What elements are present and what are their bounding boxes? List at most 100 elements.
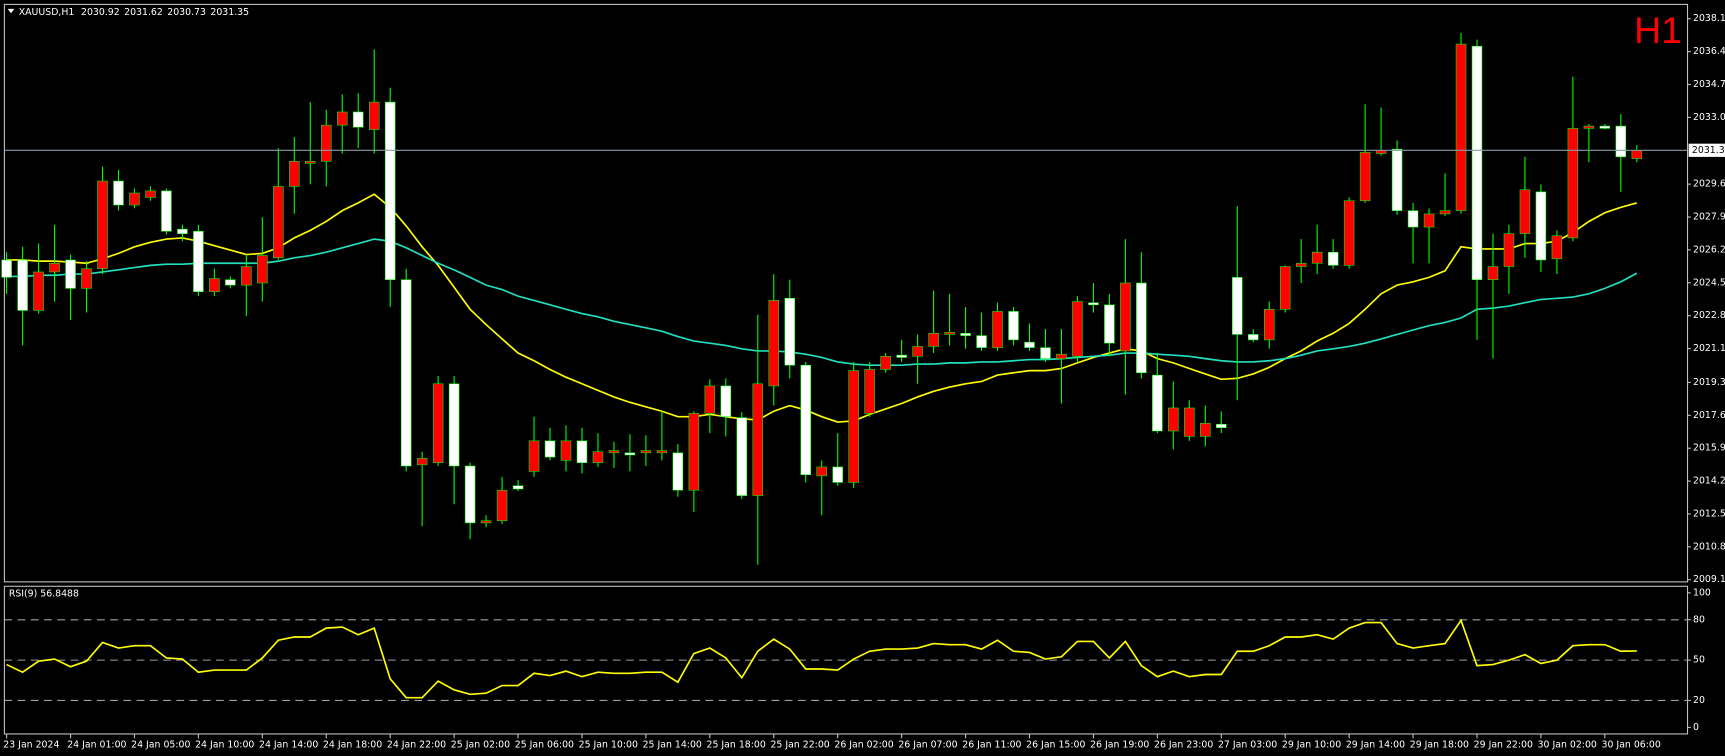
candle-body (1152, 374, 1163, 432)
candle-body (544, 440, 556, 458)
candle-body (464, 465, 476, 524)
candle-body (1040, 347, 1051, 359)
y-tick-label: 0 (1693, 722, 1699, 733)
y-tick-label: 2038.15 (1693, 13, 1725, 24)
candle-body (1248, 334, 1259, 341)
moving-average (6, 238, 1638, 367)
menu-arrow[interactable] (7, 8, 15, 14)
candle-body (1184, 407, 1195, 437)
x-tick-label: 26 Jan 11:00 (962, 739, 1021, 750)
candle-body (65, 259, 76, 289)
candle-body (864, 369, 875, 414)
y-tick-label: 2015.95 (1693, 443, 1725, 454)
open-value: 2030.92 (81, 7, 120, 18)
candle-body (944, 332, 955, 335)
x-tick-label: 30 Jan 02:00 (1538, 739, 1597, 750)
candle-body (1359, 152, 1371, 202)
x-tick-label: 25 Jan 06:00 (515, 739, 574, 750)
candle-body (704, 385, 716, 414)
candle-body (1551, 235, 1563, 260)
candle-body (321, 124, 332, 162)
y-tick-label: 80 (1693, 614, 1705, 625)
candle-body (1631, 149, 1643, 159)
candle-body (784, 297, 795, 366)
y-tick-label: 2021.10 (1693, 343, 1725, 354)
candle-body (305, 161, 316, 164)
candle-body (1136, 282, 1147, 374)
x-tick-label: 26 Jan 15:00 (1026, 739, 1085, 750)
candle-body (448, 383, 460, 467)
candle-body (880, 356, 891, 370)
y-tick-label: 2034.75 (1693, 79, 1725, 90)
candle-body (81, 268, 92, 289)
candle-body (1519, 189, 1531, 234)
y-tick-label: 2024.50 (1693, 277, 1725, 288)
candle-body (640, 450, 652, 454)
candle-body (289, 161, 300, 187)
candle-body (1423, 213, 1435, 228)
candle-body (928, 333, 939, 347)
candle-body (1168, 407, 1179, 432)
y-tick-label: 50 (1693, 655, 1705, 666)
x-tick-label: 25 Jan 02:00 (451, 739, 510, 750)
rsi-title: RSI(9) 56.8488 (9, 589, 79, 600)
candle-body (976, 335, 987, 348)
candle-body (1391, 148, 1403, 211)
candle-body (720, 385, 732, 417)
candle-body (145, 190, 156, 198)
x-tick-label: 25 Jan 10:00 (579, 739, 638, 750)
candle-body (816, 466, 827, 477)
candle-body (768, 300, 780, 387)
y-tick-label: 2010.85 (1693, 541, 1725, 552)
x-tick-label: 24 Jan 14:00 (259, 739, 318, 750)
candle-body (352, 111, 364, 128)
candle-body (1599, 125, 1611, 129)
candle-body (129, 192, 140, 206)
candle-body (1327, 251, 1339, 266)
candle-body (97, 180, 108, 269)
candle-body (193, 231, 204, 292)
current-price-box (1688, 143, 1725, 157)
candle-body (225, 279, 236, 286)
candle-body (384, 101, 396, 280)
y-tick-label: 2036.45 (1693, 46, 1725, 57)
x-tick-label: 24 Jan 01:00 (67, 739, 126, 750)
candle-body (1263, 309, 1275, 341)
candle-body (576, 440, 588, 463)
candle-body (528, 440, 540, 472)
candle-body (1583, 125, 1595, 129)
candle-body (752, 383, 764, 496)
x-tick-label: 30 Jan 06:00 (1602, 739, 1661, 750)
y-tick-label: 2026.20 (1693, 244, 1725, 255)
candle-body (1056, 353, 1067, 359)
candle-body (416, 457, 428, 466)
candle-body (480, 520, 492, 524)
x-tick-label: 27 Jan 03:00 (1218, 739, 1277, 750)
candle-body (368, 101, 380, 130)
candle-body (17, 259, 28, 311)
x-tick-label: 25 Jan 14:00 (643, 739, 702, 750)
high-value: 2031.62 (124, 7, 163, 18)
candle-body (592, 451, 604, 463)
y-tick-label: 20 (1693, 695, 1705, 706)
y-tick-label: 2009.15 (1693, 574, 1725, 585)
candle-body (608, 450, 620, 454)
x-tick-label: 26 Jan 19:00 (1090, 739, 1149, 750)
low-value: 2030.73 (167, 7, 206, 18)
rsi-line (6, 618, 1637, 699)
timeframe-label: H1 (1634, 9, 1682, 51)
x-tick-label: 26 Jan 23:00 (1154, 739, 1213, 750)
candle-body (512, 485, 524, 490)
candle-body (1439, 210, 1451, 215)
candle-body (992, 311, 1003, 348)
candle-body (1343, 200, 1355, 266)
candle-body (624, 452, 636, 456)
candle-body (1407, 210, 1419, 228)
x-tick-label: 29 Jan 18:00 (1410, 739, 1469, 750)
candle-body (1104, 304, 1115, 344)
candle-body (432, 383, 444, 463)
symbol: XAUUSD,H1 (19, 7, 75, 18)
candle-body (113, 180, 124, 206)
